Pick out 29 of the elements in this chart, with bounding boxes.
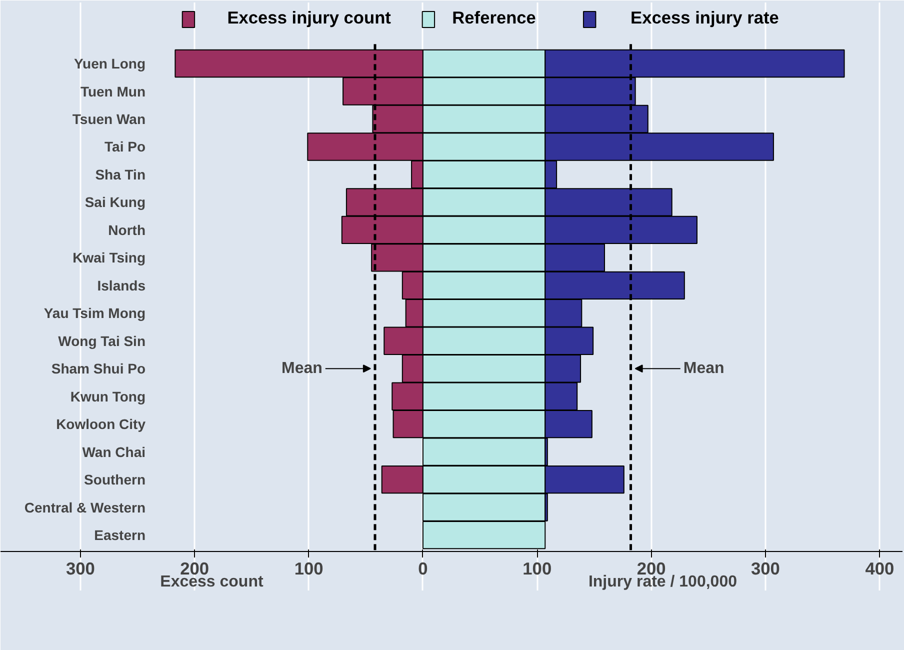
- ref-line-label: Mean: [683, 360, 724, 378]
- y-tick-label: Kwun Tong: [70, 388, 146, 404]
- legend-label: Excess injury rate: [630, 7, 780, 28]
- y-tick-label: Kwai Tsing: [72, 250, 146, 266]
- legend-label: Excess injury count: [227, 7, 392, 28]
- legend-label: Reference: [452, 7, 536, 28]
- x-tick-label: 400: [865, 558, 894, 579]
- x-tick-label: 100: [294, 558, 324, 579]
- y-tick-label: Tsuen Wan: [72, 110, 146, 127]
- y-tick-label: Central & Western: [24, 499, 146, 516]
- y-tick-label: Tai Po: [104, 138, 146, 155]
- y-tick-label: North: [108, 222, 146, 238]
- y-tick-label: Tuen Mun: [80, 83, 146, 100]
- ref-line-label: Mean: [281, 360, 322, 378]
- y-tick-label: Eastern: [94, 527, 146, 544]
- y-tick-label: Sham Shui Po: [51, 360, 146, 377]
- y-tick-label: Wong Tai Sin: [58, 332, 146, 349]
- x-tick-label: 0: [418, 558, 428, 579]
- x-tick-label: 300: [66, 558, 95, 579]
- y-tick-label: Sai Kung: [84, 194, 146, 210]
- y-tick-label: Islands: [97, 277, 146, 294]
- x-tick-label: 100: [522, 558, 552, 579]
- y-tick-label: Wan Chai: [82, 444, 146, 460]
- y-tick-label: Yuen Long: [74, 56, 146, 72]
- y-tick-label: Southern: [84, 472, 146, 488]
- y-tick-label: Yau Tsim Mong: [44, 305, 146, 322]
- y-tick-label: Kowloon City: [56, 416, 146, 432]
- y-tick-label: Sha Tin: [95, 166, 146, 182]
- x-tick-label: 300: [751, 558, 780, 579]
